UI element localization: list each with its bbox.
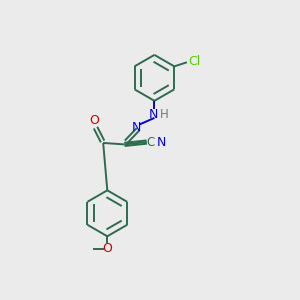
Text: N: N <box>131 121 141 134</box>
Text: N: N <box>149 108 158 121</box>
Text: O: O <box>102 242 112 255</box>
Text: Cl: Cl <box>188 55 200 68</box>
Text: H: H <box>160 108 168 121</box>
Text: C: C <box>147 136 155 148</box>
Text: O: O <box>89 114 99 127</box>
Text: N: N <box>157 136 166 149</box>
